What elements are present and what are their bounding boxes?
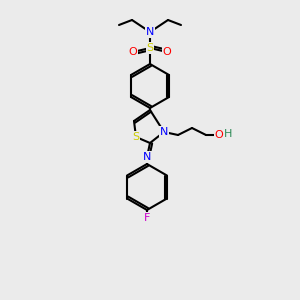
Text: N: N xyxy=(160,127,168,137)
Text: N: N xyxy=(146,27,154,37)
Text: S: S xyxy=(132,132,140,142)
Text: N: N xyxy=(143,152,151,162)
Text: O: O xyxy=(214,130,224,140)
Text: H: H xyxy=(224,129,232,139)
Text: O: O xyxy=(129,47,137,57)
Text: F: F xyxy=(144,213,150,223)
Text: O: O xyxy=(163,47,171,57)
Text: S: S xyxy=(146,43,154,53)
